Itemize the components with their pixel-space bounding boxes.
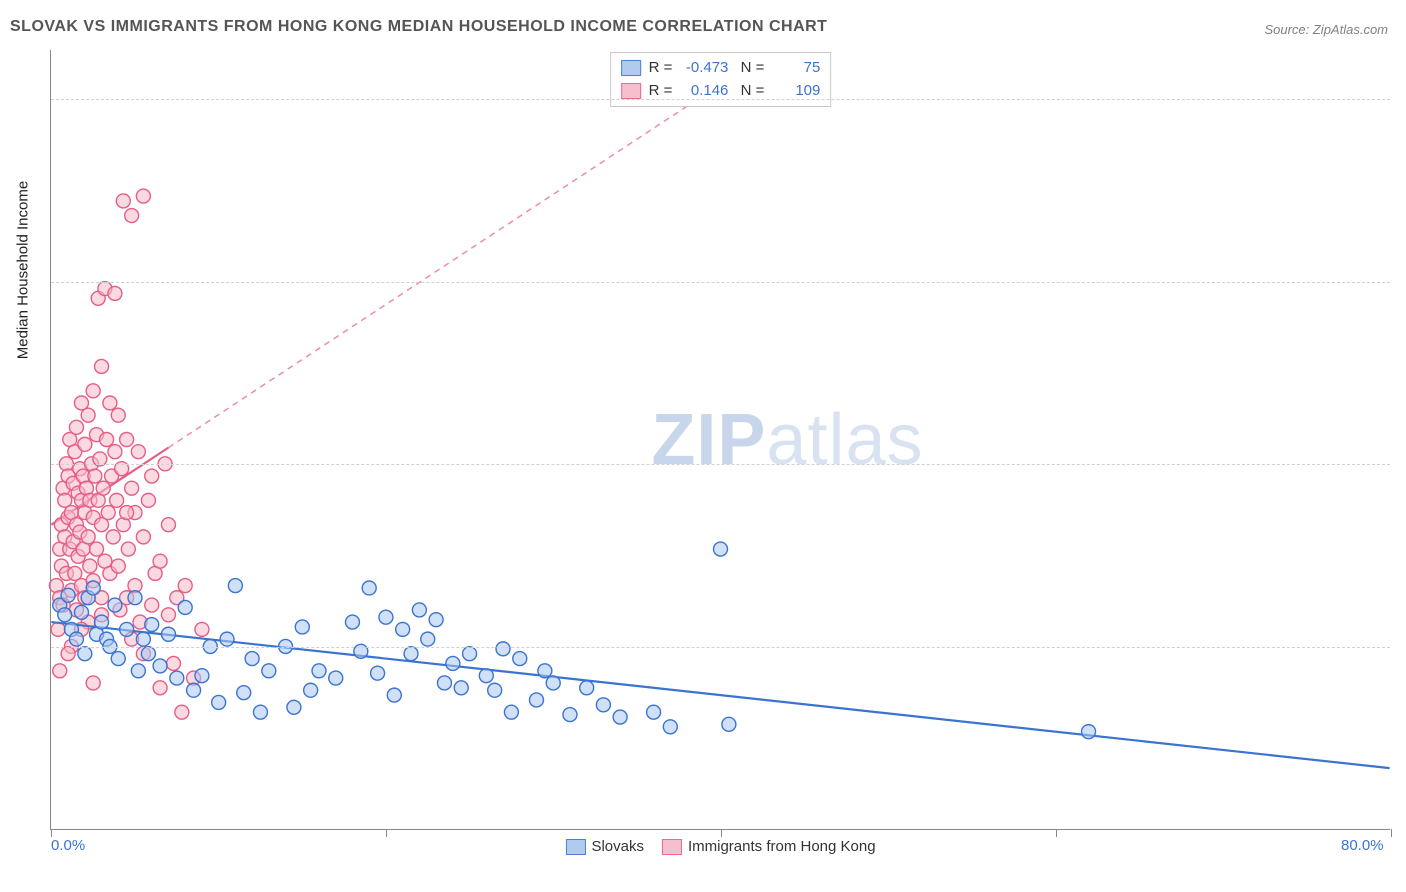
plot-area: Median Household Income ZIPatlas R = -0.… [50,50,1390,830]
legend-bottom-label-1: Immigrants from Hong Kong [688,838,876,855]
legend-bottom-item-0: Slovaks [565,838,644,855]
chart-svg [51,50,1390,829]
y-tick-label: $300,000 [1395,90,1406,107]
x-tick-label: 80.0% [1341,837,1384,854]
gridline [51,647,1390,648]
x-tick [1056,829,1057,837]
legend-top-row-0: R = -0.473 N = 75 [621,57,821,80]
gridline [51,99,1390,100]
x-tick-label: 0.0% [51,837,85,854]
legend-bottom: Slovaks Immigrants from Hong Kong [565,838,875,855]
y-tick-label: $75,000 [1395,639,1406,656]
legend-swatch-1 [621,83,641,99]
legend-n-label-0: N = [736,57,764,80]
legend-bottom-item-1: Immigrants from Hong Kong [662,838,876,855]
legend-bottom-swatch-0 [565,839,585,855]
gridline [51,282,1390,283]
legend-swatch-0 [621,60,641,76]
y-axis-label: Median Household Income [15,180,32,358]
chart-container: SLOVAK VS IMMIGRANTS FROM HONG KONG MEDI… [0,0,1406,892]
gridline [51,464,1390,465]
y-tick-label: $225,000 [1395,273,1406,290]
x-tick [51,829,52,837]
legend-n-value-0: 75 [772,57,820,80]
x-tick [721,829,722,837]
y-tick-label: $150,000 [1395,456,1406,473]
x-tick [386,829,387,837]
chart-title: SLOVAK VS IMMIGRANTS FROM HONG KONG MEDI… [10,18,827,36]
legend-r-value-0: -0.473 [680,57,728,80]
x-tick [1391,829,1392,837]
chart-source: Source: ZipAtlas.com [1264,22,1388,37]
legend-r-label-0: R = [649,57,673,80]
legend-bottom-swatch-1 [662,839,682,855]
legend-bottom-label-0: Slovaks [591,838,644,855]
